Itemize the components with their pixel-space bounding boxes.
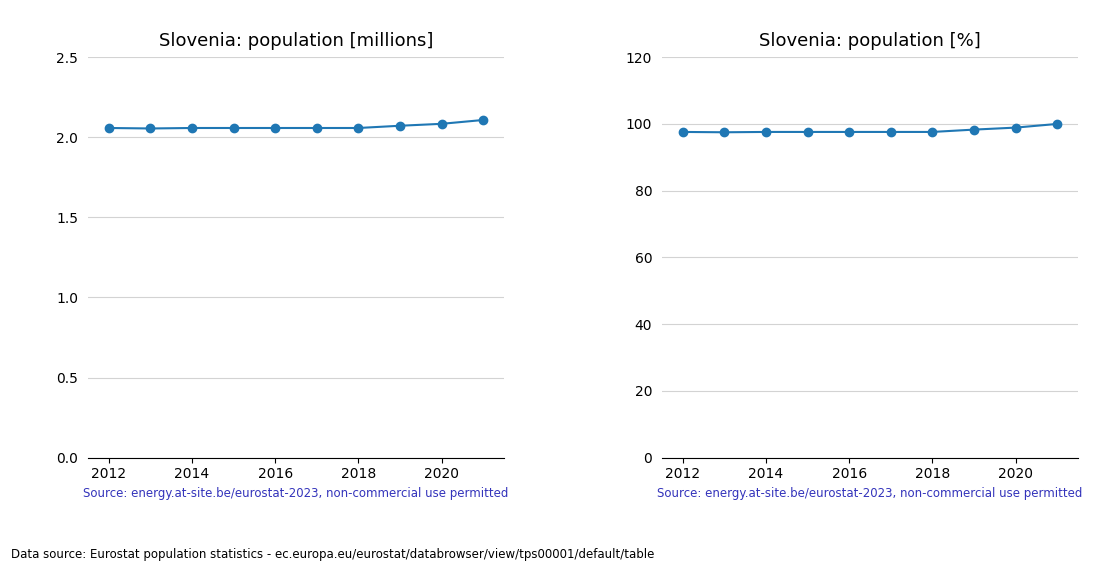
X-axis label: Source: energy.at-site.be/eurostat-2023, non-commercial use permitted: Source: energy.at-site.be/eurostat-2023,… [658, 487, 1082, 500]
Title: Slovenia: population [%]: Slovenia: population [%] [759, 32, 981, 50]
X-axis label: Source: energy.at-site.be/eurostat-2023, non-commercial use permitted: Source: energy.at-site.be/eurostat-2023,… [84, 487, 508, 500]
Text: Data source: Eurostat population statistics - ec.europa.eu/eurostat/databrowser/: Data source: Eurostat population statist… [11, 547, 654, 561]
Title: Slovenia: population [millions]: Slovenia: population [millions] [158, 32, 433, 50]
